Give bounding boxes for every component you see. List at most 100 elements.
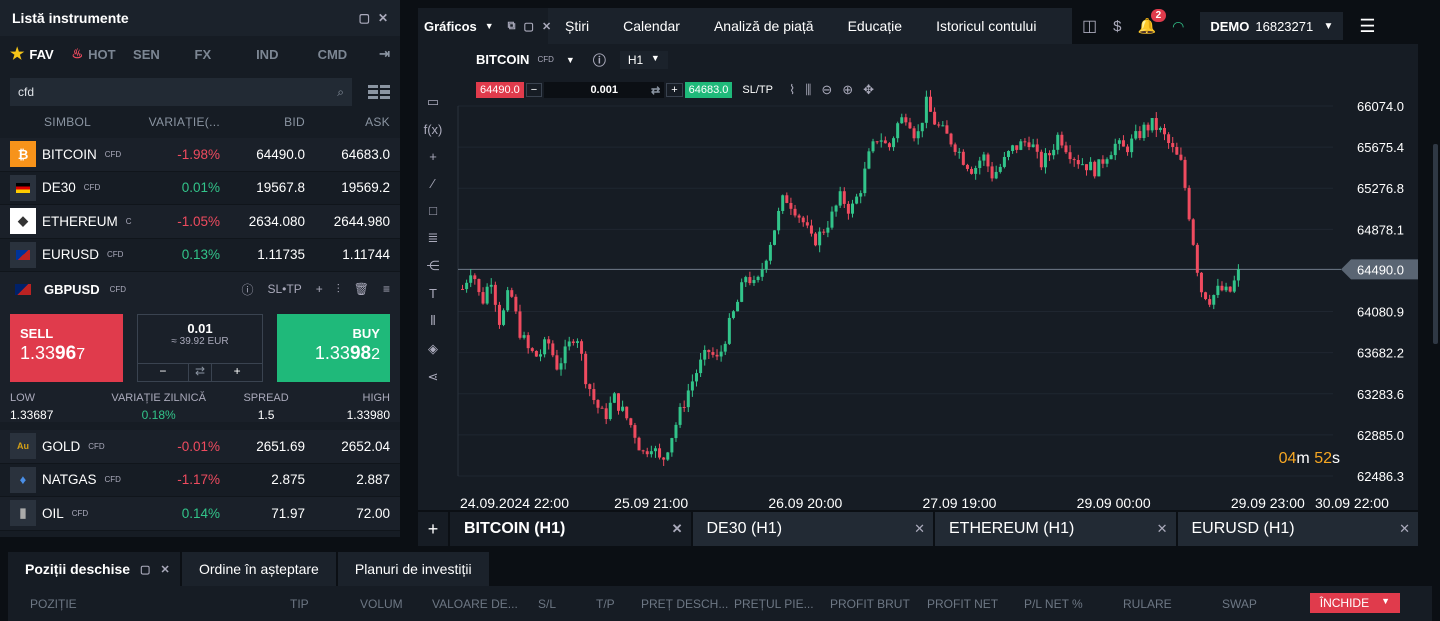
chart-sell-button[interactable]: 64490.0: [476, 82, 524, 98]
candle: [580, 341, 584, 354]
search-icon[interactable]: ⌕: [337, 84, 344, 99]
popout-icon[interactable]: ⧉: [507, 19, 516, 32]
account-selector[interactable]: DEMO 16823271 ▼: [1200, 12, 1344, 40]
maximize-icon[interactable]: ▢: [358, 11, 370, 25]
sell-button[interactable]: SELL 1.33967: [10, 314, 123, 382]
info-icon[interactable]: ⓘ: [241, 282, 254, 297]
close-icon[interactable]: ✕: [1156, 521, 1168, 536]
pitchfork-icon[interactable]: ⋲: [426, 258, 440, 273]
scroll-right-icon[interactable]: ⇥: [379, 46, 390, 61]
table-row[interactable]: DE30 CFD 0.01% 19567.8 19569.2: [0, 172, 400, 205]
table-row[interactable]: Au GOLD CFD -0.01% 2651.69 2652.04: [0, 430, 400, 464]
add-icon[interactable]: +: [315, 282, 323, 296]
layers-icon[interactable]: ◈: [428, 341, 438, 356]
zoom-in-icon[interactable]: ⊕: [842, 82, 854, 97]
panel-toggle-icon[interactable]: ▭: [426, 94, 440, 109]
tab-fx[interactable]: FX: [194, 46, 212, 62]
chart-tab[interactable]: ETHEREUM (H1) ✕: [935, 512, 1176, 546]
table-row[interactable]: ₿ BITCOIN CFD -1.98% 64490.0 64683.0: [0, 138, 400, 172]
text-tool-icon[interactable]: T: [429, 286, 437, 301]
tab-pending-orders[interactable]: Ordine în așteptare: [182, 552, 336, 586]
candlestick-chart[interactable]: 66074.0 65675.4 65276.8 64878.1 64490.0 64080…: [418, 44, 1418, 510]
candle: [1199, 272, 1203, 293]
qty-increase-button[interactable]: +: [666, 83, 683, 97]
maximize-icon[interactable]: ▢: [523, 20, 534, 33]
nav-news[interactable]: Știri: [565, 18, 590, 34]
tab-sen[interactable]: SEN: [133, 46, 160, 62]
share-icon[interactable]: ⋖: [427, 369, 439, 384]
nav-market-analysis[interactable]: Analiză de piață: [713, 18, 814, 34]
positions-panel: Poziții deschise ▢ ✕ Ordine în așteptare …: [8, 552, 1432, 621]
symbol-dropdown-icon[interactable]: ▼: [565, 54, 575, 65]
grid-view-icon[interactable]: [368, 85, 390, 99]
nav-account-history[interactable]: Istoricul contului: [936, 18, 1037, 34]
chart-tabs: + BITCOIN (H1) ✕ DE30 (H1) ✕ ETHEREUM (H1)…: [418, 512, 1418, 546]
layout-icon[interactable]: ◫: [1082, 18, 1098, 35]
nav-calendar[interactable]: Calendar: [623, 18, 680, 34]
sltp-button[interactable]: SL•TP: [267, 282, 302, 296]
close-icon[interactable]: ✕: [914, 521, 925, 536]
table-row[interactable]: ◆ ETHEREUM C -1.05% 2634.080 2644.980: [0, 205, 400, 239]
rectangle-tool-icon[interactable]: □: [429, 203, 437, 218]
list-add-icon[interactable]: ≡: [382, 282, 390, 296]
line-tool-icon[interactable]: ⁄: [431, 176, 435, 191]
tab-cmd[interactable]: CMD: [317, 46, 348, 62]
dollar-icon[interactable]: $: [1113, 17, 1122, 35]
tab-open-positions[interactable]: Poziții deschise ▢ ✕: [8, 552, 180, 586]
candle: [904, 117, 908, 123]
swap-icon[interactable]: ⇄: [650, 85, 661, 97]
indicators-icon[interactable]: ⫴: [430, 313, 436, 328]
zoom-out-icon[interactable]: ⊖: [821, 82, 833, 97]
buy-button[interactable]: BUY 1.33982: [277, 314, 390, 382]
table-row[interactable]: EURUSD CFD 0.13% 1.11735 1.11744: [0, 239, 400, 272]
table-row[interactable]: ▮ OIL CFD 0.14% 71.97 72.00: [0, 497, 400, 531]
tab-investment-plans[interactable]: Planuri de investiții: [337, 552, 489, 586]
function-icon[interactable]: f(x): [423, 122, 443, 137]
x-tick-label: 29.09 23:00: [1231, 495, 1305, 510]
close-icon[interactable]: ✕: [541, 20, 552, 33]
graphs-tab[interactable]: Gráficos ▼ ⧉ ▢ ✕: [418, 8, 552, 44]
fibonacci-icon[interactable]: ≣: [427, 230, 439, 245]
chart-tab[interactable]: EURUSD (H1) ✕: [1177, 512, 1418, 546]
candle: [1072, 159, 1076, 161]
line-chart-icon[interactable]: ⌇: [788, 82, 796, 97]
chart-tab[interactable]: BITCOIN (H1) ✕: [450, 512, 691, 546]
tab-ind[interactable]: IND: [256, 46, 279, 62]
decrease-button[interactable]: −: [159, 364, 167, 378]
chart-tab[interactable]: DE30 (H1) ✕: [692, 512, 933, 546]
delete-icon[interactable]: 🗑: [353, 282, 369, 296]
candle: [711, 352, 715, 355]
info-icon[interactable]: ⓘ: [592, 53, 606, 68]
close-icon[interactable]: ✕: [1399, 521, 1410, 536]
chart-qty-input[interactable]: 0.001 ⇄: [544, 82, 665, 98]
candle: [1097, 159, 1101, 177]
candle: [493, 284, 497, 305]
bell-icon[interactable]: 🔔 2: [1137, 9, 1167, 35]
hamburger-menu-icon[interactable]: ☰: [1359, 15, 1376, 36]
close-icon[interactable]: ✕: [377, 11, 388, 25]
candle: [703, 349, 707, 360]
chart-buy-button[interactable]: 64683.0: [684, 82, 733, 98]
swap-icon[interactable]: ⇄: [188, 364, 212, 381]
candles-icon[interactable]: ⫼: [805, 82, 812, 97]
close-all-button[interactable]: ÎNCHIDE ▼: [1309, 593, 1400, 613]
timeframe-select[interactable]: H1 ▼: [619, 50, 668, 69]
crosshair-icon[interactable]: +: [429, 149, 437, 164]
maximize-icon[interactable]: ▢: [140, 563, 151, 576]
quantity-stepper[interactable]: 0.01 ≈ 39.92 EUR − ⇄ +: [136, 314, 264, 382]
sliders-icon[interactable]: ⫶: [336, 281, 340, 296]
add-chart-button[interactable]: +: [418, 512, 448, 546]
pan-icon[interactable]: ✥: [863, 82, 875, 97]
close-icon[interactable]: ✕: [160, 563, 170, 576]
tab-fav[interactable]: ★ FAV: [10, 46, 54, 63]
table-row[interactable]: ♦ NATGAS CFD -1.17% 2.875 2.887: [0, 463, 400, 497]
search-input[interactable]: cfd ⌕: [10, 78, 352, 106]
candle: [1011, 145, 1015, 152]
tab-hot[interactable]: ♨ HOT: [71, 46, 116, 62]
increase-button[interactable]: +: [233, 364, 241, 378]
candle: [814, 233, 818, 246]
qty-decrease-button[interactable]: −: [525, 83, 543, 97]
close-icon[interactable]: ✕: [671, 521, 683, 536]
sltp-button[interactable]: SL/TP: [742, 84, 773, 96]
nav-education[interactable]: Educație: [847, 18, 903, 34]
